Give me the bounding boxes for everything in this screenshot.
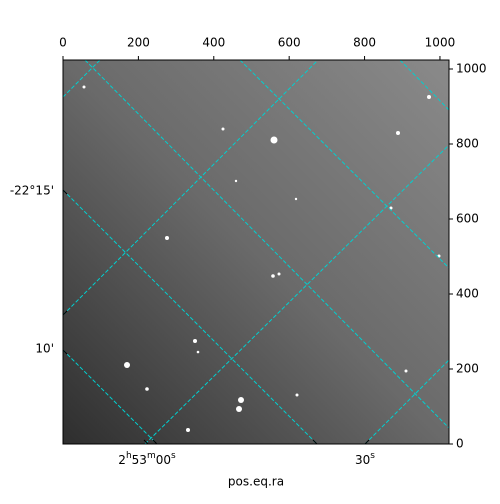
x-tick-label: 0 xyxy=(59,36,67,50)
dec-tick-label: -22°15' xyxy=(10,184,54,198)
x-tick-label: 200 xyxy=(127,36,150,50)
y-tick-label: 200 xyxy=(456,362,479,376)
y-tick-label: 800 xyxy=(456,137,479,151)
sky-image xyxy=(63,60,449,444)
coordinate-grid xyxy=(63,60,449,444)
x-tick-label: 800 xyxy=(353,36,376,50)
dec-tick-label: 10' xyxy=(35,342,54,356)
world-ticks xyxy=(62,189,370,445)
y-tick-label: 400 xyxy=(456,287,479,301)
y-tick-label: 1000 xyxy=(456,62,487,76)
x-axis-label: pos.eq.ra xyxy=(228,475,284,489)
x-tick-label: 600 xyxy=(278,36,301,50)
frame xyxy=(62,59,450,445)
x-tick-label: 1000 xyxy=(425,36,456,50)
x-tick-label: 400 xyxy=(202,36,225,50)
ra-tick-label: 30s xyxy=(355,451,375,467)
y-tick-label: 600 xyxy=(456,212,479,226)
ra-tick-label: 2h53m00s xyxy=(118,451,176,467)
y-tick-label: 0 xyxy=(456,437,464,451)
